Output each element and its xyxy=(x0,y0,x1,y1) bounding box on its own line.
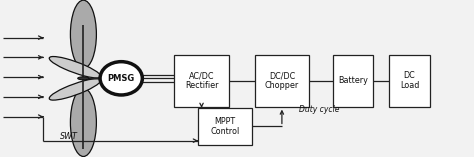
Ellipse shape xyxy=(49,57,100,78)
Bar xyxy=(174,55,229,107)
Text: MPPT
Control: MPPT Control xyxy=(210,117,240,136)
Text: PMSG: PMSG xyxy=(108,74,135,83)
Ellipse shape xyxy=(49,79,100,100)
Ellipse shape xyxy=(100,62,142,95)
Text: Battery: Battery xyxy=(338,76,368,85)
Text: DC/DC
Chopper: DC/DC Chopper xyxy=(265,71,299,90)
Bar xyxy=(390,55,429,107)
Bar xyxy=(255,55,309,107)
Ellipse shape xyxy=(71,0,96,68)
Text: AC/DC
Rectifier: AC/DC Rectifier xyxy=(185,71,219,90)
Ellipse shape xyxy=(71,88,96,157)
Text: SWT: SWT xyxy=(60,133,78,141)
Bar xyxy=(198,108,252,145)
Text: DC
Load: DC Load xyxy=(400,71,419,90)
Bar xyxy=(333,55,373,107)
Circle shape xyxy=(78,77,89,80)
Text: Duty cycle: Duty cycle xyxy=(300,105,340,114)
